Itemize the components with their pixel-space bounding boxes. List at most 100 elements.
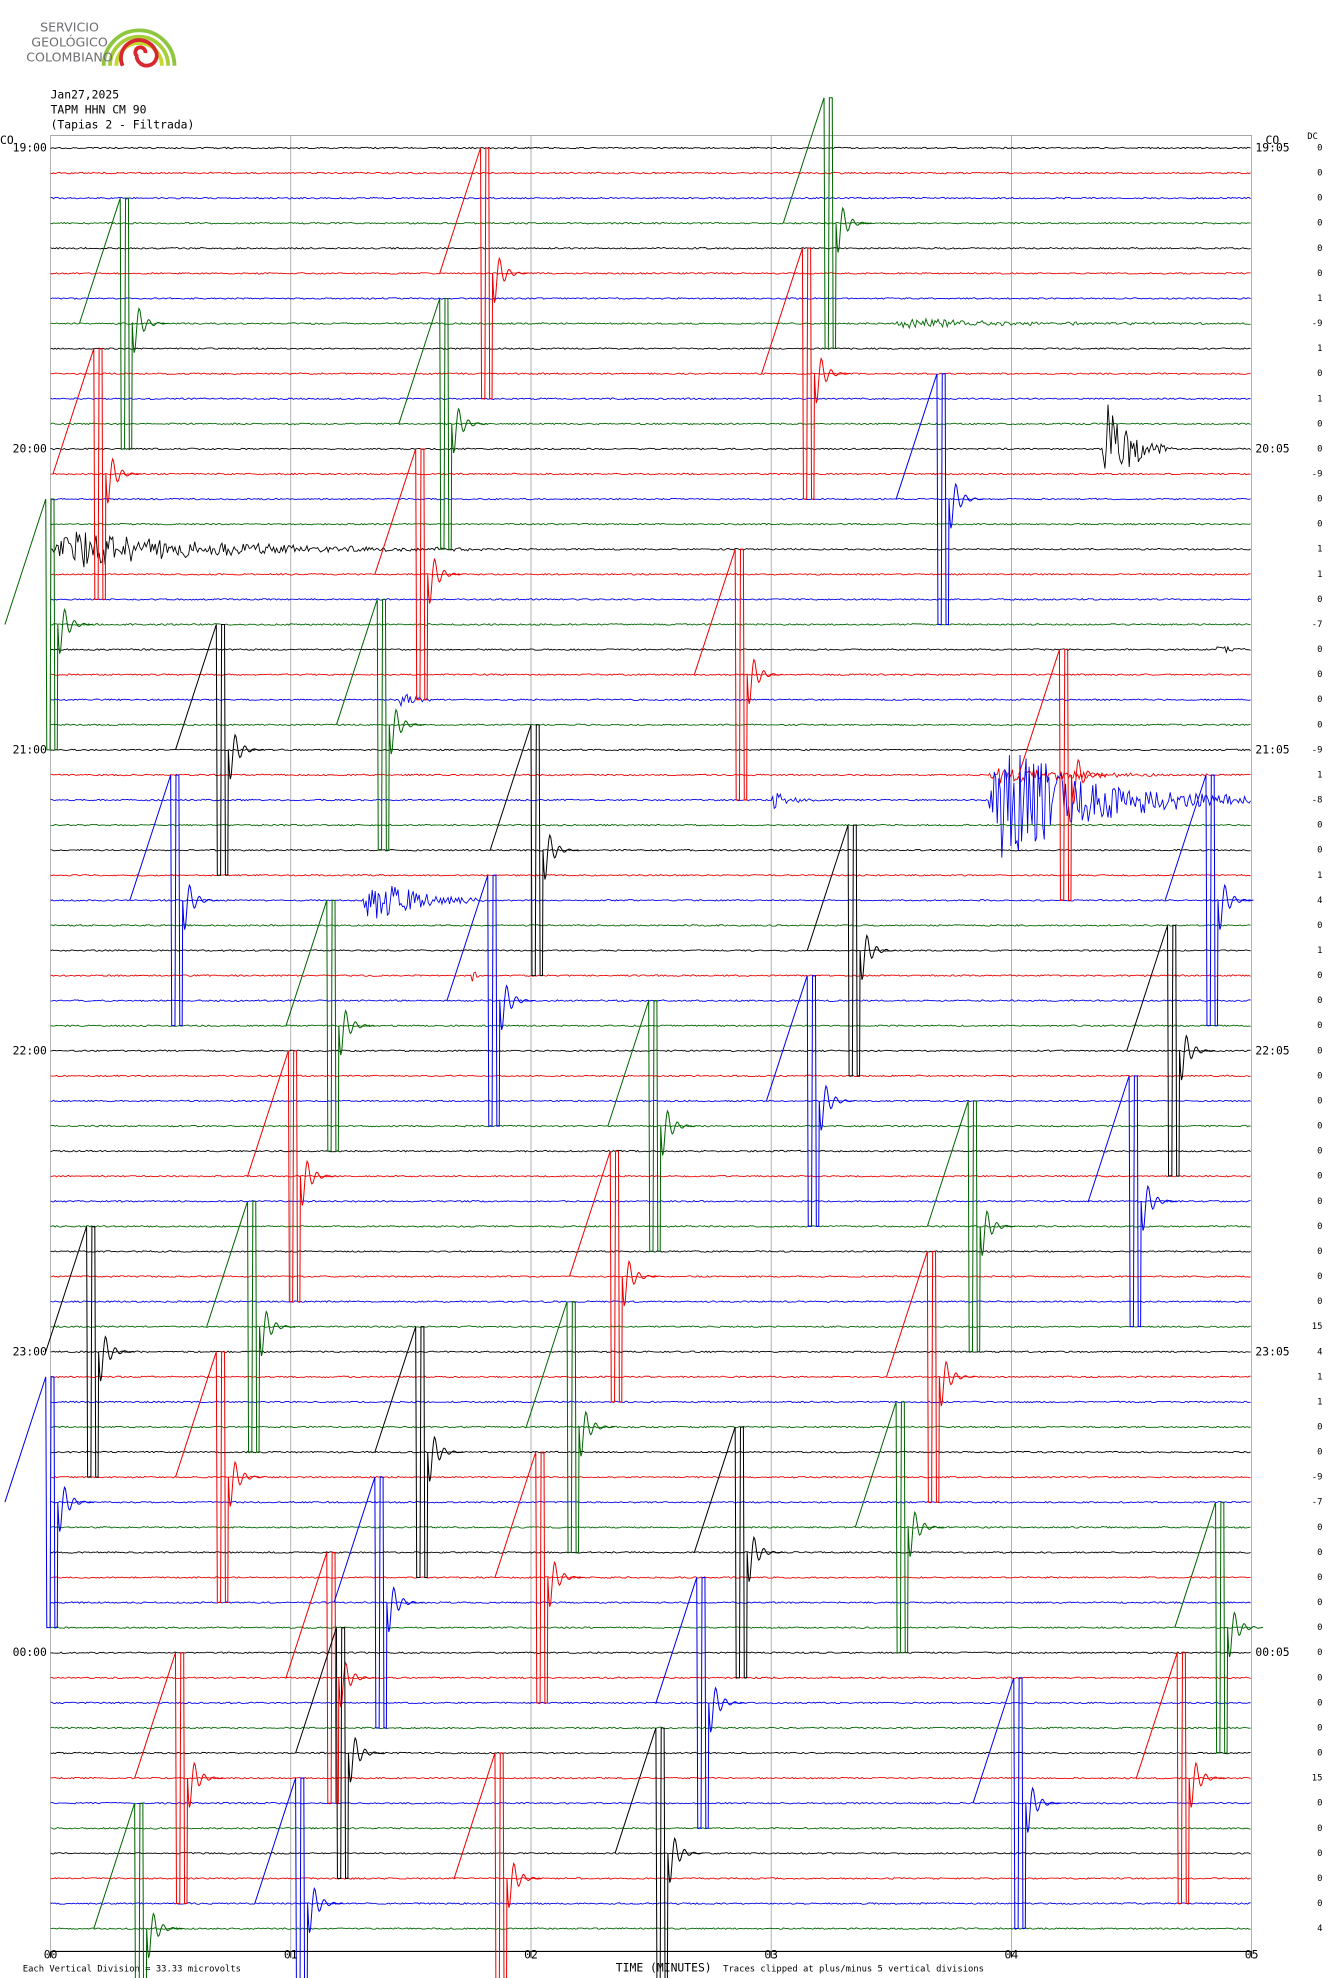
trace (50, 1199, 1251, 1203)
calibration-pulse (93, 1802, 183, 1978)
dc-offset: 0 (1317, 971, 1322, 981)
trace (50, 347, 1251, 350)
row-time-right: 22:05 (1255, 1043, 1289, 1057)
row-time-left: 20:00 (13, 441, 47, 455)
calibration-pulse (174, 1351, 264, 1604)
calibration-pulse (568, 1150, 658, 1403)
trace (50, 572, 1251, 576)
trace (50, 497, 1251, 501)
dc-offset: 0 (1317, 194, 1322, 204)
trace (50, 1576, 1251, 1579)
calibration-pulse (453, 1752, 543, 1978)
dc-offset: 1 (1317, 770, 1322, 780)
dc-offset: 0 (1317, 1673, 1322, 1683)
dc-offset: 0 (1317, 821, 1322, 831)
dc-offset: 0 (1317, 1749, 1322, 1759)
calibration-pulse (398, 297, 488, 550)
row-time-left: 00:00 (13, 1645, 47, 1659)
trace (50, 1074, 1251, 1078)
trace (50, 1526, 1251, 1529)
dc-offset: 0 (1317, 1448, 1322, 1458)
trace (50, 1149, 1251, 1153)
trace (50, 848, 1251, 852)
traces (4, 97, 1264, 1978)
trace (50, 623, 1251, 626)
dc-offset: 0 (1317, 1297, 1322, 1307)
x-tick-label: 02 (524, 1948, 538, 1962)
calibration-pulse (254, 1777, 344, 1978)
calibration-pulse (1126, 924, 1216, 1177)
dc-offset: 0 (1317, 1899, 1322, 1909)
dc-offset: 0 (1317, 1423, 1322, 1433)
trace (50, 1225, 1251, 1228)
calibration-pulse (1174, 1501, 1264, 1754)
trace (50, 1801, 1251, 1805)
logo: SERVICIO GEOLÓGICO COLOMBIANO (26, 19, 177, 68)
calibration-pulse (285, 899, 375, 1152)
dc-offset: -7 (1312, 620, 1323, 630)
dc-offset: -7 (1312, 1498, 1323, 1508)
dc-offset: 0 (1317, 921, 1322, 931)
trace (50, 971, 1251, 982)
trace (50, 1375, 1251, 1379)
trace (50, 645, 1251, 654)
dc-offset: 0 (1317, 1046, 1322, 1056)
trace (50, 1776, 1251, 1780)
dc-offset: 1 (1317, 294, 1322, 304)
trace (50, 146, 1251, 150)
row-time-left: 23:00 (13, 1344, 47, 1358)
calibration-pulse (655, 1576, 745, 1829)
dc-offset: -9 (1312, 1473, 1323, 1483)
calibration-pulse (247, 1050, 336, 1303)
row-time-left: 21:00 (13, 742, 47, 756)
dc-offset: 0 (1317, 1172, 1322, 1182)
trace (50, 297, 1251, 300)
trace (50, 1024, 1251, 1028)
calibration-pulse (1164, 774, 1254, 1027)
trace (50, 999, 1251, 1002)
trace (50, 272, 1251, 275)
trace (50, 1676, 1251, 1680)
trace (50, 1500, 1251, 1504)
dc-offset: 1 (1317, 545, 1322, 555)
dc-offset: 0 (1317, 244, 1322, 254)
row-time-right: 23:05 (1255, 1344, 1289, 1358)
dc-offset: 1 (1317, 1372, 1322, 1382)
trace (50, 1651, 1251, 1655)
calibration-pulse (525, 1301, 615, 1553)
dc-offset: 0 (1317, 169, 1322, 179)
calibration-pulse (1018, 649, 1108, 901)
x-tick-label: 05 (1245, 1948, 1259, 1962)
trace (50, 673, 1251, 676)
trace (50, 404, 1251, 469)
trace (50, 768, 1251, 784)
calibration-pulse (926, 1100, 1016, 1353)
trace (50, 221, 1251, 225)
x-tick-label: 04 (1005, 1948, 1019, 1962)
trace (50, 1325, 1251, 1329)
trace (50, 1475, 1251, 1479)
trace (50, 1450, 1251, 1454)
calibration-pulse (52, 348, 142, 600)
calibration-pulse (607, 1000, 697, 1252)
scale-note: Each Vertical Division = 33.33 microvolt… (23, 1965, 241, 1975)
event (363, 868, 483, 933)
header-station: TAPM HHN CM 90 (51, 103, 147, 117)
trace (50, 1174, 1251, 1178)
trace (50, 823, 1251, 827)
x-tick-label: 03 (764, 1948, 778, 1962)
dc-offset: 0 (1317, 1122, 1322, 1132)
dc-offset: 1 (1317, 1397, 1322, 1407)
trace (50, 1124, 1251, 1128)
trace (50, 171, 1251, 175)
calibration-pulse (693, 1426, 783, 1679)
dc-offset: 0 (1317, 1648, 1322, 1658)
row-time-right: 21:05 (1255, 742, 1289, 756)
row-time-right: 19:05 (1255, 140, 1289, 154)
trace (50, 422, 1251, 426)
header-date: Jan27,2025 (51, 87, 119, 101)
calibration-pulse (446, 874, 536, 1127)
trace (50, 1400, 1251, 1404)
dc-offset: 0 (1317, 1247, 1322, 1257)
dc-offset: 1 (1317, 570, 1322, 580)
